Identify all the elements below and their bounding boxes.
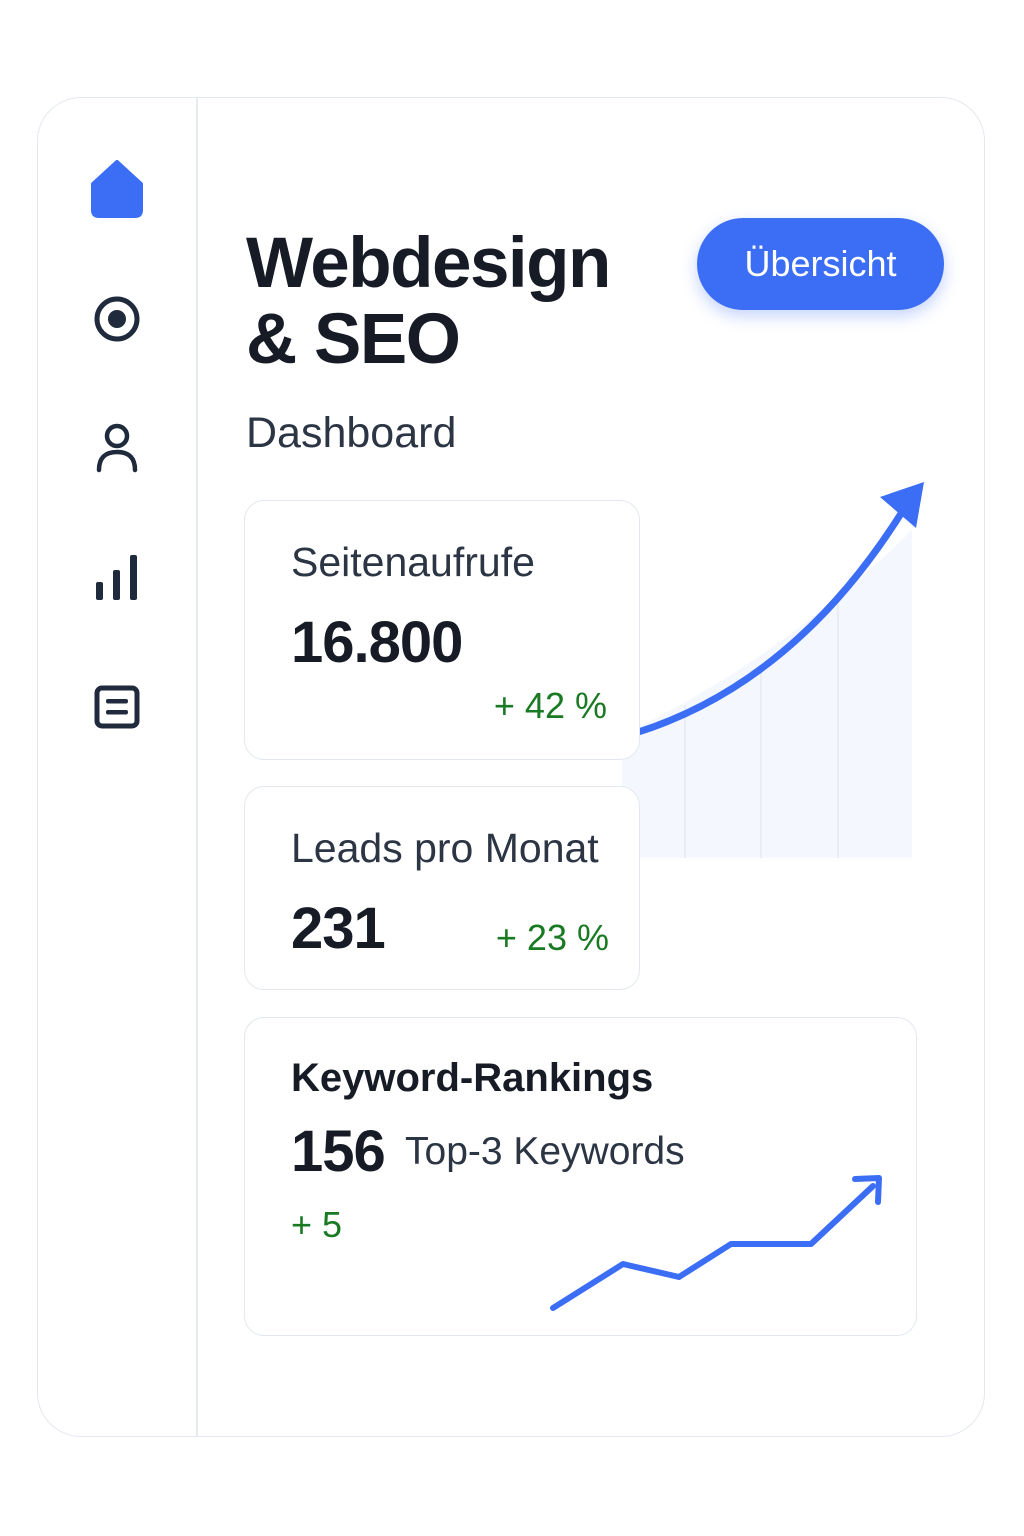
document-icon — [94, 685, 140, 729]
home-icon — [91, 160, 143, 218]
growth-chart-line — [618, 508, 906, 741]
keywords-trend-line — [550, 1183, 876, 1311]
sidebar-item-reports[interactable] — [84, 674, 150, 740]
pageviews-card: Seitenaufrufe 16.800 + 42 % — [244, 500, 640, 760]
sidebar-item-home[interactable] — [84, 155, 150, 221]
target-icon — [94, 296, 140, 342]
title-line-2: & SEO — [246, 300, 461, 379]
bar-chart-icon — [96, 555, 137, 600]
keywords-card: Keyword-Rankings 156 Top-3 Keywords + 5 — [244, 1017, 917, 1336]
pageviews-label: Seitenaufrufe — [291, 539, 535, 585]
trend-arrow-icon — [852, 1175, 882, 1205]
keywords-title: Keyword-Rankings — [291, 1056, 654, 1100]
leads-value: 231 — [291, 896, 386, 961]
sidebar-divider — [196, 98, 198, 1436]
keywords-value: 156 — [291, 1119, 386, 1184]
sidebar-item-target[interactable] — [84, 286, 150, 352]
keywords-caption: Top-3 Keywords — [405, 1130, 685, 1173]
user-icon — [96, 423, 138, 473]
leads-card: Leads pro Monat 231 + 23 % — [244, 786, 640, 990]
keywords-delta: + 5 — [291, 1204, 343, 1245]
overview-button[interactable]: Übersicht — [697, 218, 944, 310]
sidebar-item-user[interactable] — [84, 415, 150, 481]
pageviews-value: 16.800 — [291, 610, 463, 675]
page-title: Webdesign & SEO — [246, 224, 611, 379]
sidebar-item-analytics[interactable] — [84, 544, 150, 610]
growth-chart-area — [622, 530, 912, 858]
growth-arrow-icon — [880, 482, 924, 528]
leads-delta: + 23 % — [495, 917, 609, 958]
keywords-trend-chart — [550, 1175, 882, 1311]
page-subtitle: Dashboard — [246, 409, 457, 457]
pageviews-delta: + 42 % — [493, 685, 607, 726]
title-line-1: Webdesign — [246, 224, 611, 303]
leads-label: Leads pro Monat — [291, 825, 599, 871]
